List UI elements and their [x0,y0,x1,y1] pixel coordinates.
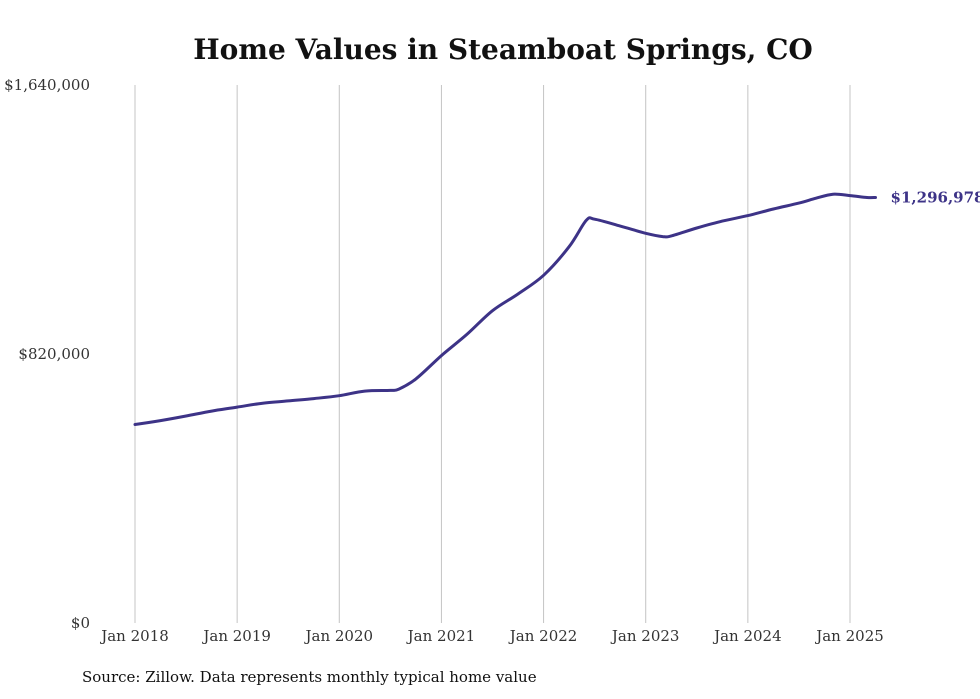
x-tick-label: Jan 2019 [201,627,271,645]
series-line-0 [133,192,877,426]
series-layer: $1,296,978 [133,189,980,426]
x-tick-label: Jan 2025 [814,627,884,645]
y-tick-label: $1,640,000 [4,76,90,94]
x-tick-label: Jan 2020 [304,627,374,645]
grid-lines [134,85,851,623]
x-tick-label: Jan 2021 [406,627,476,645]
y-axis-ticks: $0 $820,000 $1,640,000 [4,76,90,632]
x-tick-label: Jan 2023 [610,627,680,645]
y-tick-label: $0 [71,614,90,632]
x-tick-label: Jan 2022 [508,627,578,645]
x-tick-label: Jan 2018 [99,627,169,645]
end-value-label: $1,296,978 [891,189,980,207]
source-note: Source: Zillow. Data represents monthly … [82,668,537,686]
x-tick-label: Jan 2024 [712,627,782,645]
chart-title: Home Values in Steamboat Springs, CO [193,33,813,66]
x-axis-ticks: Jan 2018 Jan 2019 Jan 2020 Jan 2021 Jan 2022… [99,627,884,645]
y-tick-label: $820,000 [18,345,90,363]
